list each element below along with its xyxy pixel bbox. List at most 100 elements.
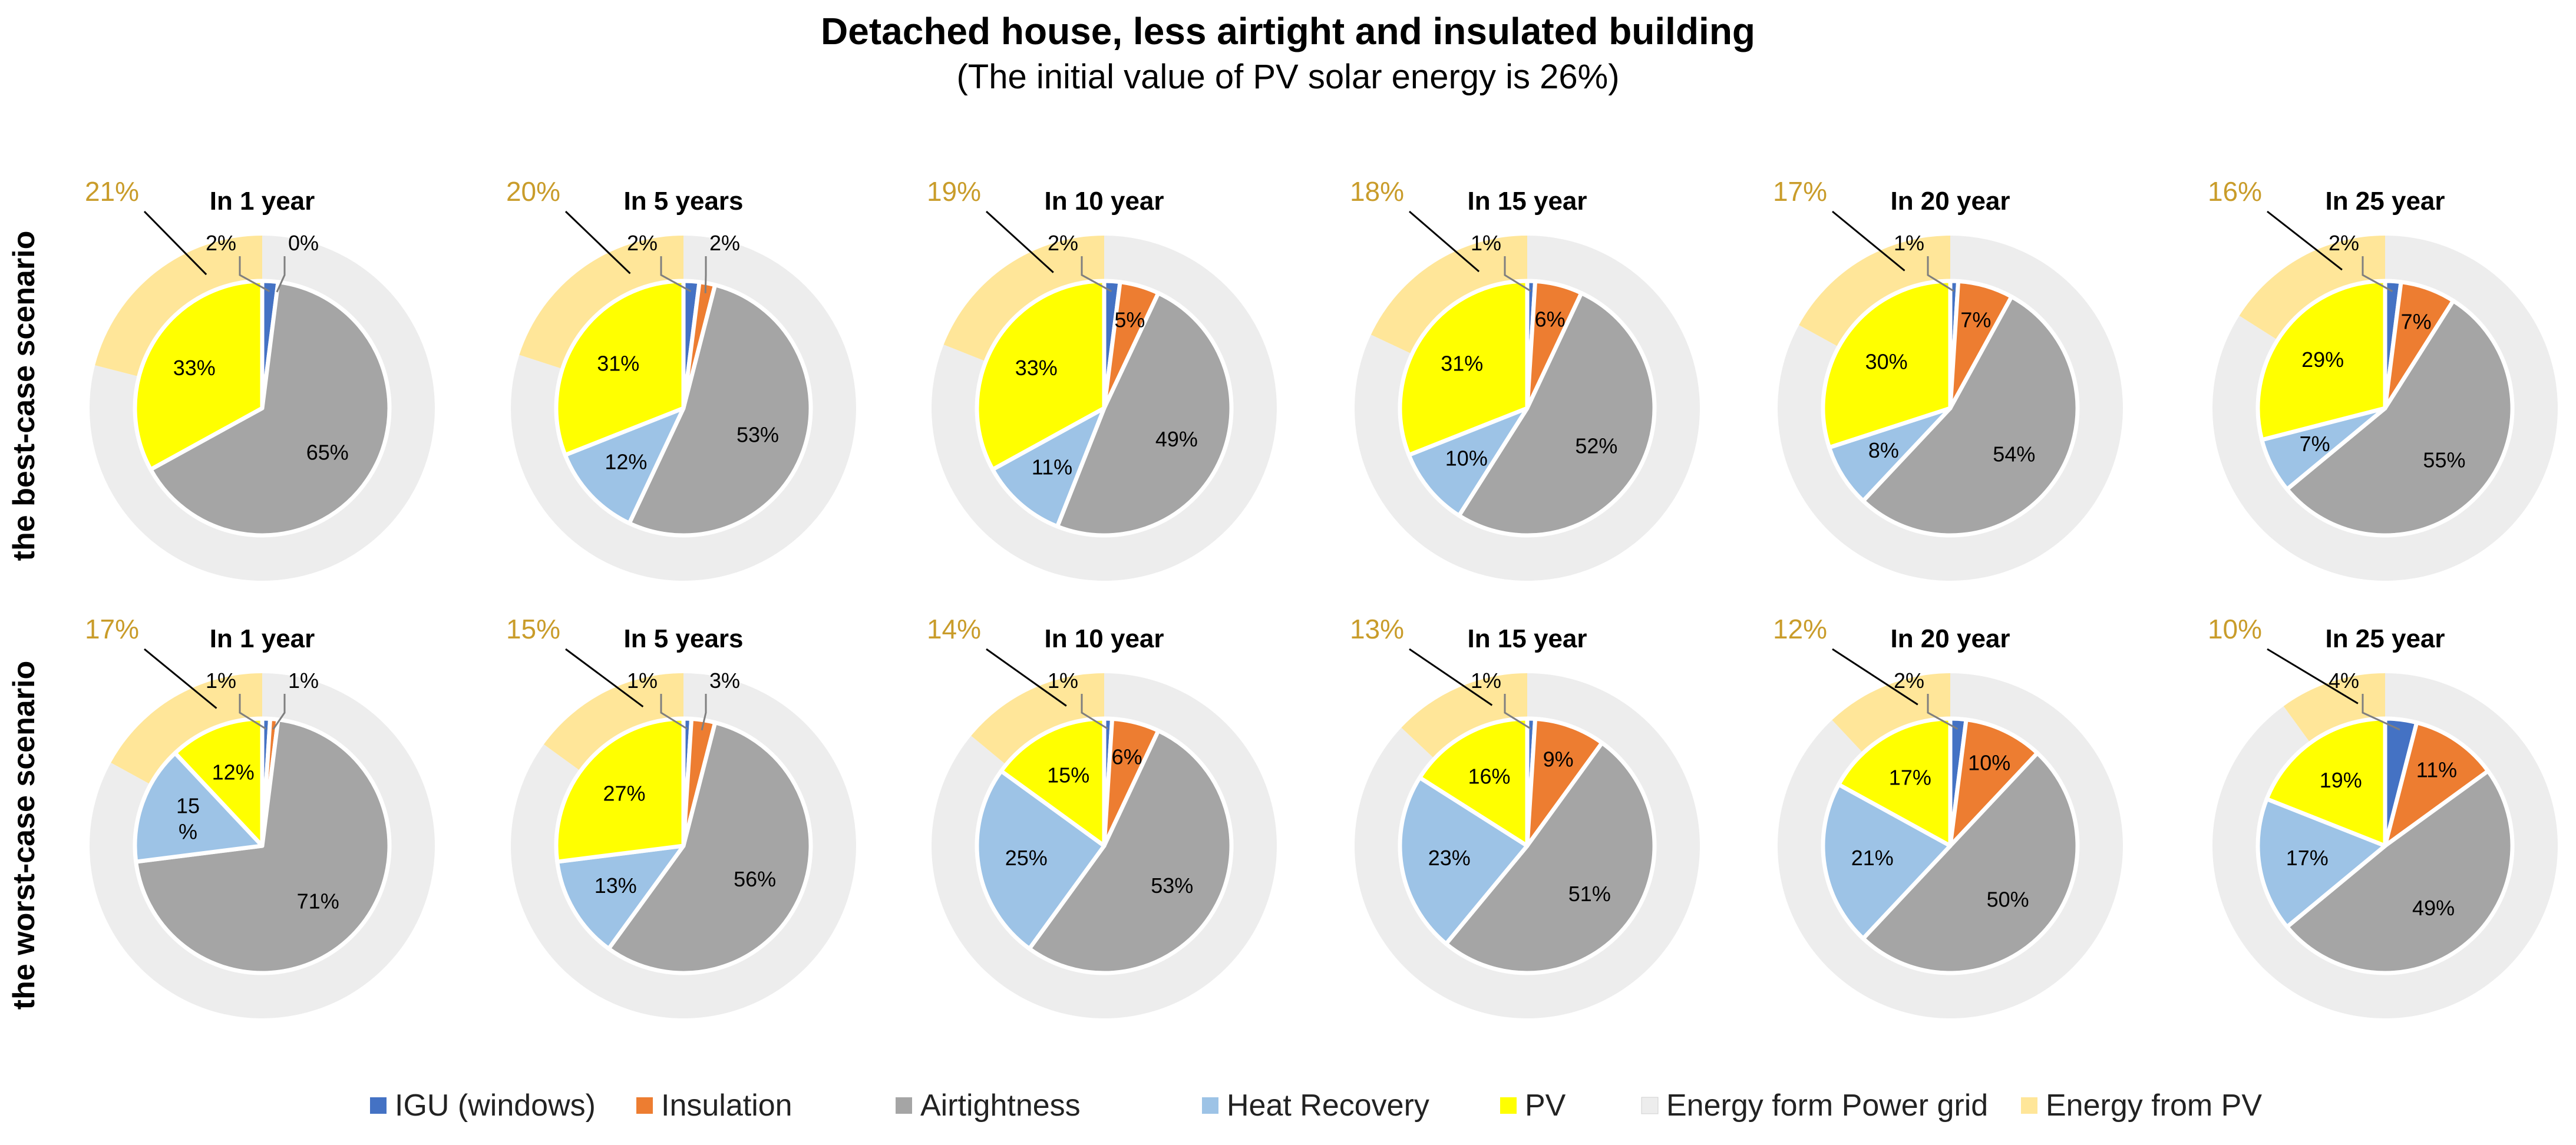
legend-label: Energy from PV bbox=[2046, 1088, 2262, 1123]
pv-callout-label: 20% bbox=[506, 176, 560, 207]
pv-callout-label: 17% bbox=[1773, 176, 1827, 207]
legend-swatch bbox=[636, 1097, 653, 1114]
data-label: 10% bbox=[1968, 750, 2010, 775]
data-label: 0% bbox=[288, 231, 319, 255]
data-label: 11% bbox=[2416, 757, 2457, 782]
pie-slice bbox=[606, 720, 813, 975]
data-label: 15% bbox=[176, 794, 200, 844]
data-label: 53% bbox=[1151, 873, 1193, 898]
leader-line bbox=[1927, 694, 1959, 730]
data-label: 1% bbox=[1471, 231, 1501, 255]
pv-callout-line bbox=[985, 210, 1054, 273]
data-label: 49% bbox=[2412, 896, 2455, 920]
pie-charts: 2% 0% 65% 33% 21% In 1 year 2% 2% 53% 12% 31% 20% In… bbox=[85, 176, 2558, 1018]
legend-label: Energy form Power grid bbox=[1666, 1088, 1988, 1123]
data-label: 19% bbox=[2320, 768, 2362, 792]
pie-slice bbox=[1444, 740, 1657, 975]
legend-item: PV bbox=[1500, 1088, 1566, 1123]
pie-chart: 1% 6% 52% 10% 31% 18% In 15 year bbox=[1350, 176, 1700, 581]
data-label: 1% bbox=[627, 669, 658, 693]
data-label: 2% bbox=[1048, 231, 1078, 255]
pie-slice bbox=[555, 843, 686, 951]
legend-swatch bbox=[2021, 1097, 2037, 1114]
data-label: 50% bbox=[1987, 888, 2029, 912]
pie-slice bbox=[1457, 291, 1657, 538]
data-label: 33% bbox=[1015, 356, 1058, 380]
pie-title: In 5 years bbox=[623, 624, 743, 653]
pv-callout-label: 18% bbox=[1350, 176, 1404, 207]
pv-callout-line bbox=[1409, 210, 1480, 273]
pv-callout-line bbox=[144, 648, 217, 709]
ring-slice-energy-from-pv bbox=[971, 673, 1104, 765]
leader-line bbox=[276, 256, 286, 293]
data-label: 27% bbox=[603, 781, 646, 805]
data-label: 31% bbox=[1441, 352, 1483, 376]
pie-slice bbox=[148, 280, 392, 538]
pie-slice bbox=[975, 279, 1107, 472]
data-label: 52% bbox=[1575, 434, 1617, 458]
pie-title: In 25 year bbox=[2325, 187, 2445, 216]
pie-chart: 4%11%49%17%19%10% In 25 year bbox=[2208, 614, 2558, 1018]
pie-chart: 1% 7% 54% 8% 30% 17% In 20 year bbox=[1773, 176, 2123, 581]
data-label: 30% bbox=[1865, 349, 1908, 373]
pv-callout-label: 14% bbox=[927, 614, 981, 644]
ring-slice-energy-from-pv bbox=[2239, 236, 2385, 340]
legend-item: Energy from PV bbox=[2021, 1088, 2262, 1123]
chart-subtitle: (The initial value of PV solar energy is… bbox=[956, 58, 1619, 96]
data-label: 12% bbox=[605, 450, 647, 474]
pie-slice bbox=[2255, 796, 2387, 929]
data-label: 5% bbox=[1114, 308, 1145, 332]
data-label: 15% bbox=[1047, 763, 1089, 787]
ring-slice-energy-from-pv bbox=[111, 673, 263, 785]
leader-line bbox=[1081, 256, 1112, 292]
pv-callout-label: 13% bbox=[1350, 614, 1404, 644]
pv-callout-line bbox=[1832, 648, 1918, 706]
pie-slice bbox=[1055, 291, 1234, 538]
ring-slice-energy-from-pv bbox=[1799, 236, 1950, 347]
legend-label: Heat Recovery bbox=[1227, 1088, 1429, 1123]
leader-line bbox=[1504, 694, 1532, 730]
leader-line bbox=[2362, 256, 2393, 292]
leader-line bbox=[2362, 694, 2400, 731]
pv-callout-line bbox=[2267, 648, 2359, 704]
pie-slice bbox=[133, 279, 265, 472]
pv-callout-label: 21% bbox=[85, 176, 139, 207]
data-label: 54% bbox=[1993, 442, 2035, 466]
pv-callout-line bbox=[2267, 210, 2343, 271]
pie-chart: 2% 2% 53% 12% 31% 20% In 5 years bbox=[506, 176, 856, 581]
pie-chart: 1% 9% 51% 23% 16% 13% In 15 year bbox=[1350, 614, 1700, 1018]
leader-line bbox=[704, 256, 707, 293]
legend-label: Airtightness bbox=[920, 1088, 1081, 1123]
data-label: 3% bbox=[709, 669, 740, 693]
ring-slice-energy-from-pv bbox=[2283, 673, 2385, 743]
legend-item: Insulation bbox=[636, 1088, 792, 1123]
leader-line bbox=[272, 694, 286, 730]
pie-slice bbox=[2285, 299, 2515, 538]
data-label: 49% bbox=[1155, 427, 1198, 451]
pie-slice bbox=[1821, 782, 1953, 941]
legend-label: Insulation bbox=[661, 1088, 792, 1123]
pie-slice bbox=[1861, 294, 2080, 538]
pie-slice bbox=[554, 279, 686, 458]
pie-slice bbox=[990, 406, 1107, 529]
pie-slice bbox=[1837, 716, 1953, 848]
pv-callout-line bbox=[143, 210, 207, 276]
data-label: 8% bbox=[1868, 438, 1899, 462]
data-label: 7% bbox=[2401, 310, 2432, 334]
pie-slice bbox=[1525, 716, 1604, 848]
row-label: the worst-case scenario bbox=[7, 661, 41, 1010]
pie-title: In 5 years bbox=[623, 187, 743, 216]
leader-line bbox=[701, 694, 707, 731]
data-label: 25% bbox=[1005, 846, 1048, 870]
pie-title: In 20 year bbox=[1890, 187, 2010, 216]
pie-chart: 2% 10% 50% 21% 17% 12% In 20 year bbox=[1773, 614, 2123, 1018]
pie-slice bbox=[1398, 775, 1530, 946]
pie-title: In 25 year bbox=[2325, 624, 2445, 653]
ring-slice-energy-from-pv bbox=[95, 236, 262, 377]
pie-title: In 10 year bbox=[1044, 624, 1164, 653]
pv-callout-label: 15% bbox=[506, 614, 560, 644]
data-label: 6% bbox=[1112, 744, 1142, 769]
pie-chart: 2% 5% 49% 11% 33% 19% In 10 year bbox=[927, 176, 1277, 581]
pv-callout-line bbox=[1409, 648, 1493, 706]
